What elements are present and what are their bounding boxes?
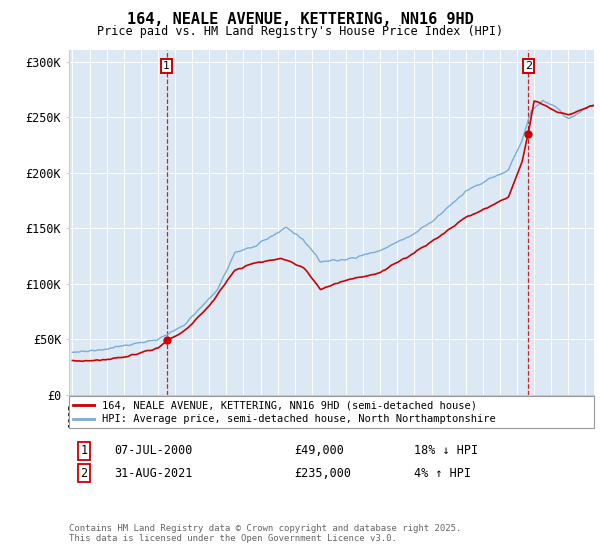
Text: 2: 2: [525, 61, 532, 71]
Text: 4% ↑ HPI: 4% ↑ HPI: [414, 466, 471, 480]
Text: Contains HM Land Registry data © Crown copyright and database right 2025.
This d: Contains HM Land Registry data © Crown c…: [69, 524, 461, 543]
Text: 1: 1: [80, 444, 88, 458]
Text: Price paid vs. HM Land Registry's House Price Index (HPI): Price paid vs. HM Land Registry's House …: [97, 25, 503, 38]
Text: 18% ↓ HPI: 18% ↓ HPI: [414, 444, 478, 458]
Text: 07-JUL-2000: 07-JUL-2000: [114, 444, 193, 458]
Text: 31-AUG-2021: 31-AUG-2021: [114, 466, 193, 480]
Text: 2: 2: [80, 466, 88, 480]
Text: HPI: Average price, semi-detached house, North Northamptonshire: HPI: Average price, semi-detached house,…: [102, 414, 496, 424]
Text: 164, NEALE AVENUE, KETTERING, NN16 9HD: 164, NEALE AVENUE, KETTERING, NN16 9HD: [127, 12, 473, 27]
Text: £49,000: £49,000: [294, 444, 344, 458]
Text: 1: 1: [163, 61, 170, 71]
Text: 164, NEALE AVENUE, KETTERING, NN16 9HD (semi-detached house): 164, NEALE AVENUE, KETTERING, NN16 9HD (…: [102, 400, 477, 410]
Text: £235,000: £235,000: [294, 466, 351, 480]
